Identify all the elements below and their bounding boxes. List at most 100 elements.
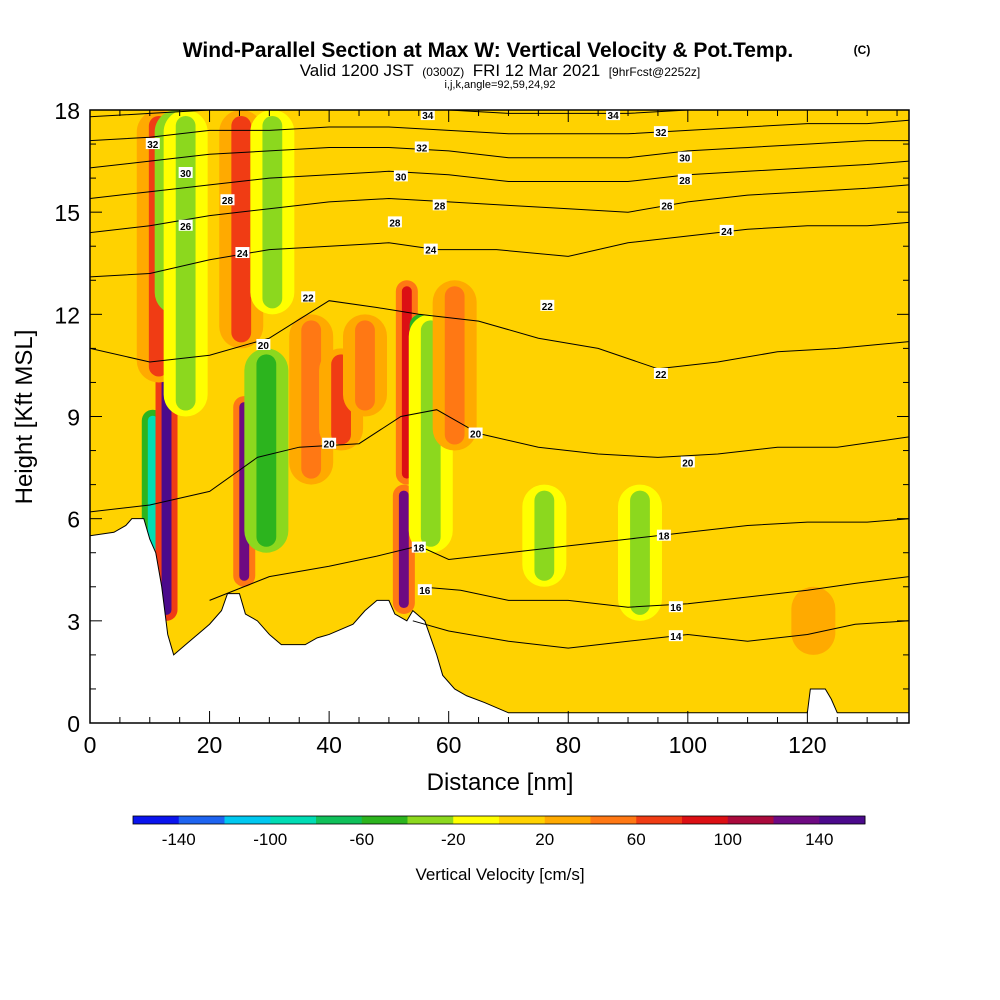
contour-label: 28 bbox=[434, 201, 446, 212]
contour-label: 24 bbox=[721, 227, 733, 238]
isentrope-20 bbox=[90, 409, 909, 513]
colorbar-swatch bbox=[636, 816, 683, 824]
colorbar-swatch bbox=[544, 816, 591, 824]
valid-prefix: Valid 1200 JST bbox=[300, 61, 414, 80]
colorbar-tick-label: -140 bbox=[162, 830, 196, 849]
isentrope-16 bbox=[418, 576, 909, 608]
colorbar-tick-label: 100 bbox=[714, 830, 742, 849]
velocity-feature-core bbox=[231, 116, 252, 343]
axis-ticks: 0 20 40 60 80 100 120 0 3 6 9 12 15 18 bbox=[54, 98, 909, 758]
contour-label: 16 bbox=[419, 586, 431, 597]
contour-label: 30 bbox=[395, 172, 407, 183]
colorbar-swatch bbox=[682, 816, 729, 824]
contour-label: 18 bbox=[413, 544, 425, 555]
contour-label-box bbox=[606, 110, 621, 121]
contour-label-box bbox=[420, 110, 435, 121]
contour-label-box bbox=[417, 584, 432, 596]
contour-label-box bbox=[680, 456, 695, 468]
contour-label-box bbox=[659, 199, 674, 211]
colorbar-swatch bbox=[407, 816, 454, 824]
contour-label-box bbox=[411, 541, 426, 553]
contour-label: 26 bbox=[661, 201, 673, 212]
colorbar-swatch bbox=[316, 816, 363, 824]
contour-label-box bbox=[668, 630, 683, 642]
isentrope-18 bbox=[209, 518, 909, 601]
colorbar-swatch bbox=[819, 816, 866, 824]
isentrope-14 bbox=[412, 620, 909, 649]
contour-label: 16 bbox=[670, 603, 682, 614]
x-tick-label: 100 bbox=[669, 732, 707, 758]
contour-label-box bbox=[178, 167, 193, 179]
contour-label: 22 bbox=[542, 302, 554, 313]
y-tick-label: 3 bbox=[67, 609, 80, 635]
contour-label: 20 bbox=[682, 458, 694, 469]
valid-date: FRI 12 Mar 2021 bbox=[473, 61, 601, 80]
isentrope-32 bbox=[90, 119, 909, 142]
velocity-feature-core bbox=[630, 490, 650, 615]
colorbar-tick-label: 60 bbox=[627, 830, 646, 849]
y-tick-label: 6 bbox=[67, 507, 80, 533]
contour-label: 24 bbox=[237, 249, 249, 260]
contour-label: 34 bbox=[422, 111, 434, 122]
x-tick-label: 40 bbox=[316, 732, 342, 758]
velocity-feature-core bbox=[161, 378, 172, 615]
isentrope-24 bbox=[90, 221, 909, 278]
contour-label: 32 bbox=[147, 140, 159, 151]
valid-time-line: Valid 1200 JST (0300Z) FRI 12 Mar 2021 [… bbox=[300, 61, 701, 80]
y-tick-label: 18 bbox=[54, 98, 80, 124]
velocity-feature-core bbox=[301, 320, 322, 479]
contour-label-box bbox=[677, 151, 692, 163]
colorbar-tick-label: -100 bbox=[253, 830, 287, 849]
plot-area: 34 34 32 32 32 30 30 30 28 28 28 28 26 26 24 24 24 22 22 22… bbox=[90, 110, 909, 723]
contour-label-box bbox=[145, 138, 160, 150]
colorbar-swatch bbox=[270, 816, 317, 824]
contour-label-box bbox=[719, 224, 734, 236]
contour-label: 22 bbox=[303, 293, 315, 304]
contour-label: 30 bbox=[679, 154, 691, 165]
velocity-feature-core bbox=[256, 354, 277, 547]
velocity-feature-core bbox=[803, 592, 824, 649]
contour-label-box bbox=[423, 243, 438, 255]
colorbar-swatch bbox=[361, 816, 408, 824]
colorbar-swatch bbox=[773, 816, 820, 824]
contour-label: 32 bbox=[655, 128, 667, 139]
colorbar-tick-label: 140 bbox=[805, 830, 833, 849]
velocity-feature-core bbox=[534, 490, 555, 581]
x-axis-label: Distance [nm] bbox=[427, 769, 574, 796]
terrain bbox=[90, 518, 909, 723]
potential-temperature-contours bbox=[90, 110, 909, 649]
x-tick-label: 0 bbox=[84, 732, 97, 758]
contour-labels: 34 34 32 32 32 30 30 30 28 28 28 28 26 26 24 24 24 22 22 22… bbox=[145, 110, 734, 643]
forecast-info: [9hrFcst@2252z] bbox=[609, 65, 701, 79]
colorbar-tick-label: -60 bbox=[349, 830, 374, 849]
terrain-mask bbox=[90, 518, 909, 723]
contour-label: 28 bbox=[222, 196, 234, 207]
contour-label-box bbox=[677, 173, 692, 185]
colorbar-swatch bbox=[499, 816, 546, 824]
contour-label-box bbox=[387, 216, 402, 228]
contour-label: 20 bbox=[324, 440, 336, 451]
contour-label: 32 bbox=[416, 143, 428, 154]
contour-label: 20 bbox=[258, 341, 270, 352]
contour-label-box bbox=[393, 170, 408, 182]
contour-label-box bbox=[468, 427, 483, 439]
x-tick-label: 120 bbox=[788, 732, 826, 758]
contour-label-box bbox=[235, 247, 250, 259]
x-tick-label: 60 bbox=[436, 732, 462, 758]
colorbar-swatch bbox=[453, 816, 500, 824]
contour-label-box bbox=[653, 126, 668, 138]
contour-label: 24 bbox=[425, 246, 437, 257]
contour-label-box bbox=[432, 199, 447, 211]
contour-label: 34 bbox=[608, 111, 620, 122]
colorbar-tick-label: 20 bbox=[535, 830, 554, 849]
contour-label-box bbox=[656, 529, 671, 541]
contour-label-box bbox=[668, 601, 683, 613]
contour-label: 22 bbox=[655, 370, 667, 381]
isentrope-26 bbox=[90, 184, 909, 234]
y-tick-label: 12 bbox=[54, 302, 80, 328]
colorbar-swatch bbox=[133, 816, 180, 824]
chart-title: Wind-Parallel Section at Max W: Vertical… bbox=[183, 39, 794, 62]
colorbar-frame bbox=[132, 815, 866, 825]
contour-label-box bbox=[220, 194, 235, 206]
